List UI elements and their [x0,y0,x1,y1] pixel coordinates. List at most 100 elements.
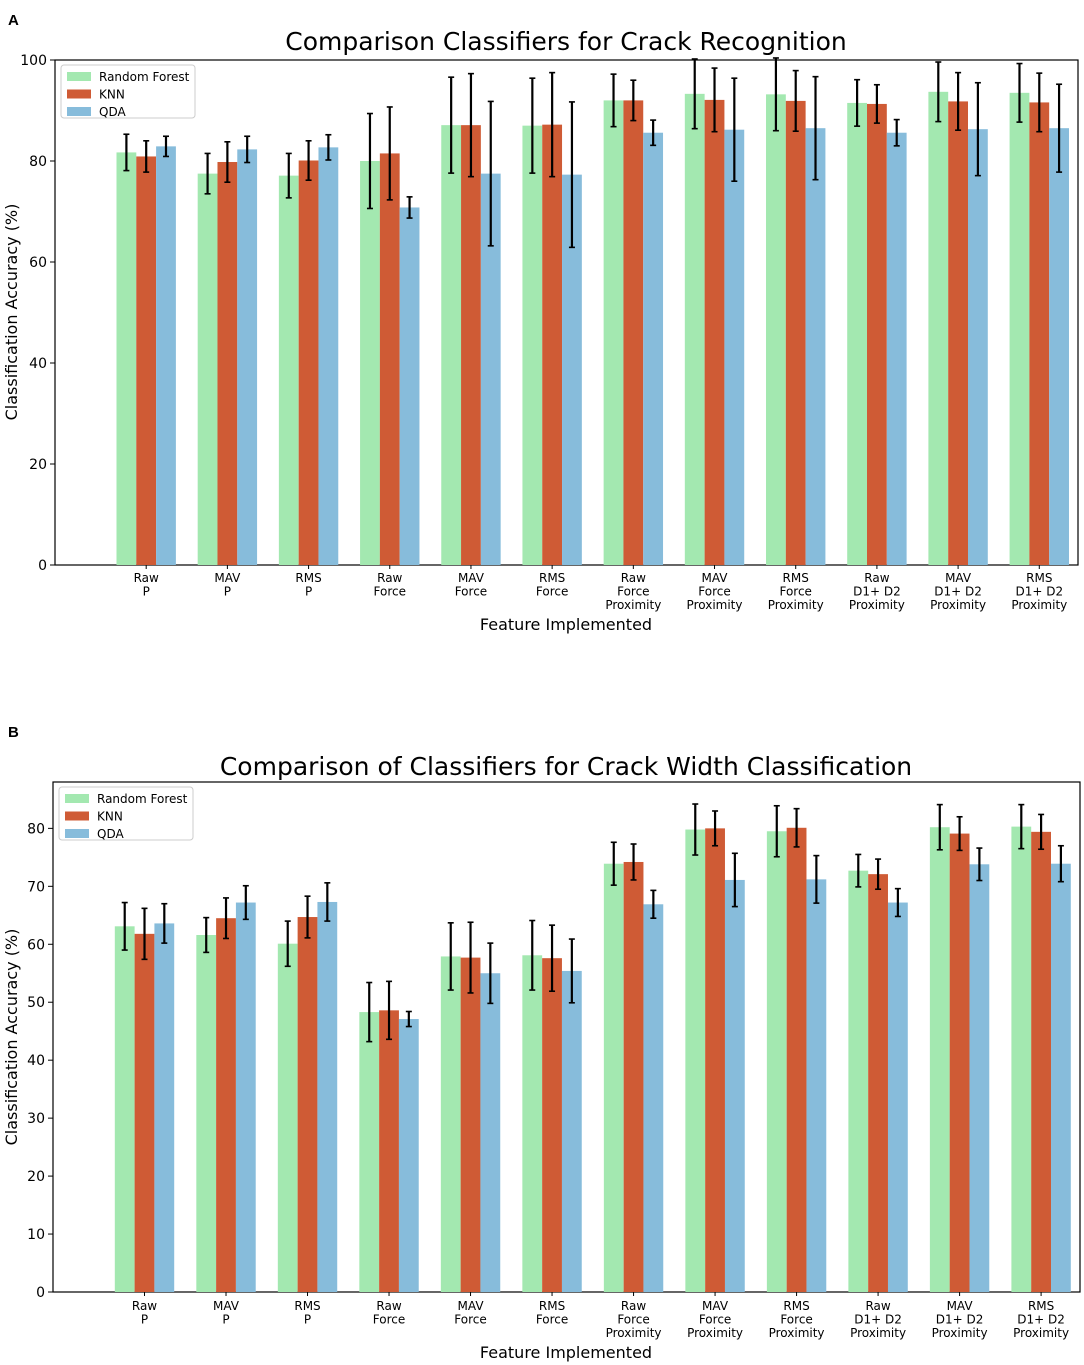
x-tick-label: Raw Force Proximity [606,1299,662,1340]
bar-qda [398,1019,419,1292]
bar-qda [887,902,908,1292]
legend-swatch [65,794,89,803]
x-tick-label: MAV Force [454,1299,486,1327]
plot-area: 0 10 20 30 40 50 60 70 80 Raw P MAV P RMS P Raw Force MAV… [27,781,1081,1340]
plot-area: 0 20 40 60 80 100 Raw P MAV P RMS P Raw Force MAV Force… [20,53,1079,612]
legend-swatch [65,811,89,821]
bar-knn [785,100,806,565]
error-bar [467,72,474,178]
y-tick-label: 10 [27,1227,45,1243]
bar-random-forest [848,870,869,1292]
bar-knn [542,958,562,1292]
x-tick-label: Raw D1+ D2 Proximity [850,1299,906,1340]
bar-knn [136,156,157,565]
bar-qda [561,970,582,1292]
bar-knn [297,917,318,1292]
error-bar [650,889,657,919]
y-tick-label: 60 [29,255,47,271]
error-bar [386,980,393,1041]
panel-label: B [8,724,19,741]
x-tick-label: MAV D1+ D2 Proximity [930,571,986,612]
x-tick-label: RMS Force Proximity [769,1299,825,1340]
error-bar [141,907,148,961]
error-bar [487,100,494,247]
error-bar [1016,62,1023,123]
bar-random-forest [277,943,298,1292]
chart-title: Comparison Classifiers for Crack Recogni… [285,27,847,56]
bar-random-forest [929,827,950,1292]
bar-qda [318,147,339,566]
legend-label: QDA [97,827,124,841]
error-bar [467,921,474,994]
bar-qda [724,129,745,565]
error-bar [630,79,637,122]
bar-random-forest [1011,826,1032,1292]
error-bar [529,919,536,991]
bar-knn [623,861,644,1292]
y-tick-label: 0 [38,558,47,574]
error-bar [203,916,210,954]
bar-qda [235,902,256,1292]
error-bar [731,77,738,182]
x-tick-label: Raw D1+ D2 Proximity [849,571,905,612]
y-tick-label: 40 [29,356,47,372]
x-tick-label: Raw Force [374,571,406,599]
error-bar [792,69,799,133]
bar-random-forest [116,152,137,566]
error-bar [121,901,128,951]
bar-random-forest [766,94,786,565]
y-tick-label: 20 [29,457,47,473]
error-bar [204,152,211,195]
error-bar [405,1010,412,1028]
x-tick-label: RMS P [294,1299,320,1327]
bar-qda [967,129,988,565]
error-bar [386,106,393,201]
y-axis-label: Classification Accuracy (%) [2,929,21,1146]
bar-knn [461,125,481,566]
error-bar [692,803,699,856]
error-bar [630,843,637,881]
legend: Random Forest KNN QDA [60,64,196,119]
bar-qda [643,904,664,1292]
bar-knn [1031,831,1051,1292]
error-bar [854,78,861,127]
error-bar [366,112,373,210]
bar-knn [705,828,725,1292]
error-bar [936,803,943,851]
legend-label: KNN [97,810,123,824]
error-bar [1056,83,1063,173]
bar-knn [134,933,155,1292]
bar-knn [868,874,888,1292]
x-tick-label: Raw Force [373,1299,405,1327]
error-bar [529,77,536,174]
error-bar [873,83,880,124]
legend-box [58,786,194,841]
bar-qda [643,132,664,565]
legend-swatch [67,89,91,99]
x-tick-label: MAV D1+ D2 Proximity [932,1299,988,1340]
y-tick-label: 20 [27,1169,45,1185]
bar-random-forest [441,125,462,566]
error-bar [772,57,779,132]
error-bar [1036,72,1043,133]
x-tick-label: MAV Force Proximity [687,1299,743,1340]
bar-qda [480,173,501,565]
x-tick-label: MAV P [213,1299,240,1327]
bar-knn [216,918,236,1292]
x-tick-label: RMS Force Proximity [768,571,824,612]
bar-knn [542,124,563,565]
error-bar [325,133,332,161]
bar-random-forest [847,102,868,566]
bar-random-forest [440,956,461,1292]
bar-knn [786,827,807,1292]
error-bar [691,58,698,130]
error-bar [1057,844,1064,883]
error-bar [855,853,862,888]
error-bar [812,75,819,181]
y-tick-label: 0 [36,1285,45,1301]
legend-label: QDA [99,105,126,119]
legend-swatch [67,72,91,81]
legend-label: Random Forest [99,70,190,84]
x-tick-label: MAV P [214,571,241,599]
